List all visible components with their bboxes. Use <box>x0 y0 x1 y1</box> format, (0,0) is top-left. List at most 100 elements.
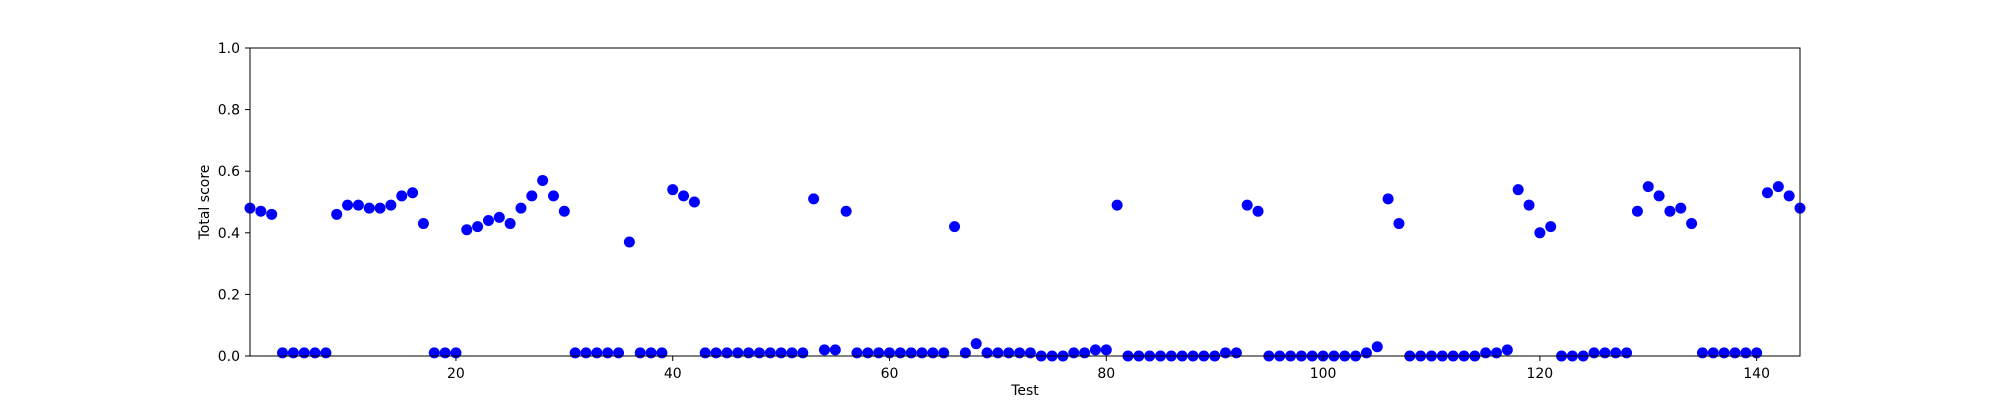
data-point <box>1621 347 1633 359</box>
data-point <box>439 347 451 359</box>
data-point <box>1696 347 1708 359</box>
data-point <box>1003 347 1015 359</box>
data-point <box>385 199 397 211</box>
data-point <box>818 344 830 356</box>
data-point <box>547 190 559 202</box>
data-point <box>634 347 646 359</box>
data-point <box>1491 347 1503 359</box>
data-point <box>1371 341 1383 353</box>
data-point <box>1480 347 1492 359</box>
data-point <box>1100 344 1112 356</box>
plot-area-frame <box>249 47 1801 357</box>
x-tick-label: 80 <box>1097 366 1115 382</box>
data-point <box>255 205 267 217</box>
data-point <box>1512 184 1524 196</box>
data-point <box>537 174 549 186</box>
data-point <box>1111 199 1123 211</box>
data-point <box>1252 205 1264 217</box>
data-point <box>309 347 321 359</box>
data-point <box>1599 347 1611 359</box>
data-point <box>526 190 538 202</box>
data-point <box>1545 221 1557 233</box>
data-point <box>743 347 755 359</box>
data-point <box>277 347 289 359</box>
data-point <box>266 208 278 220</box>
data-point <box>1664 205 1676 217</box>
x-tick-label: 20 <box>447 366 465 382</box>
data-point <box>472 221 484 233</box>
data-point <box>959 347 971 359</box>
data-point <box>938 347 950 359</box>
data-point <box>482 214 494 226</box>
data-point <box>916 347 928 359</box>
x-tick-label: 100 <box>1310 366 1337 382</box>
data-point <box>342 199 354 211</box>
y-tick-label: 0.0 <box>218 349 240 365</box>
x-tick-label: 140 <box>1743 366 1770 382</box>
data-point <box>721 347 733 359</box>
data-point <box>461 224 473 236</box>
data-point <box>678 190 690 202</box>
data-point <box>862 347 874 359</box>
data-point <box>732 347 744 359</box>
data-point <box>829 344 841 356</box>
data-point <box>1653 190 1665 202</box>
data-point <box>1024 347 1036 359</box>
x-tick-label: 40 <box>664 366 682 382</box>
y-tick-label: 0.6 <box>218 164 240 180</box>
data-point <box>1089 344 1101 356</box>
data-point <box>1610 347 1622 359</box>
data-point <box>699 347 711 359</box>
data-point <box>667 184 679 196</box>
data-point <box>786 347 798 359</box>
y-tick-label: 0.4 <box>218 226 240 242</box>
data-point <box>1393 218 1405 230</box>
data-point <box>1523 199 1535 211</box>
x-axis-label: Test <box>1010 383 1039 399</box>
data-point <box>352 199 364 211</box>
data-point <box>808 193 820 205</box>
data-point <box>1686 218 1698 230</box>
data-point <box>1079 347 1091 359</box>
data-point <box>407 187 419 199</box>
data-point <box>363 202 375 214</box>
data-point <box>905 347 917 359</box>
data-point <box>894 347 906 359</box>
data-point <box>1068 347 1080 359</box>
data-point <box>558 205 570 217</box>
x-axis: 20 40 60 80 100 120 140 <box>447 356 1770 382</box>
data-point <box>645 347 657 359</box>
data-point <box>1772 181 1784 193</box>
data-point <box>1718 347 1730 359</box>
data-point <box>656 347 668 359</box>
data-point <box>710 347 722 359</box>
data-point <box>1783 190 1795 202</box>
data-point <box>873 347 885 359</box>
data-point <box>428 347 440 359</box>
data-point <box>1761 187 1773 199</box>
data-point <box>580 347 592 359</box>
data-point <box>591 347 603 359</box>
data-point <box>1534 227 1546 239</box>
data-point <box>374 202 386 214</box>
data-point <box>1382 193 1394 205</box>
data-point <box>298 347 310 359</box>
data-point <box>688 196 700 208</box>
data-point <box>775 347 787 359</box>
data-point <box>949 221 961 233</box>
data-point <box>504 218 516 230</box>
x-tick-label: 60 <box>881 366 899 382</box>
data-point <box>1675 202 1687 214</box>
data-point <box>396 190 408 202</box>
data-point <box>764 347 776 359</box>
data-point <box>1631 205 1643 217</box>
data-point <box>1588 347 1600 359</box>
x-tick-label: 120 <box>1526 366 1553 382</box>
data-point <box>1729 347 1741 359</box>
data-point <box>1642 181 1654 193</box>
data-point <box>981 347 993 359</box>
data-point <box>992 347 1004 359</box>
data-point <box>320 347 332 359</box>
